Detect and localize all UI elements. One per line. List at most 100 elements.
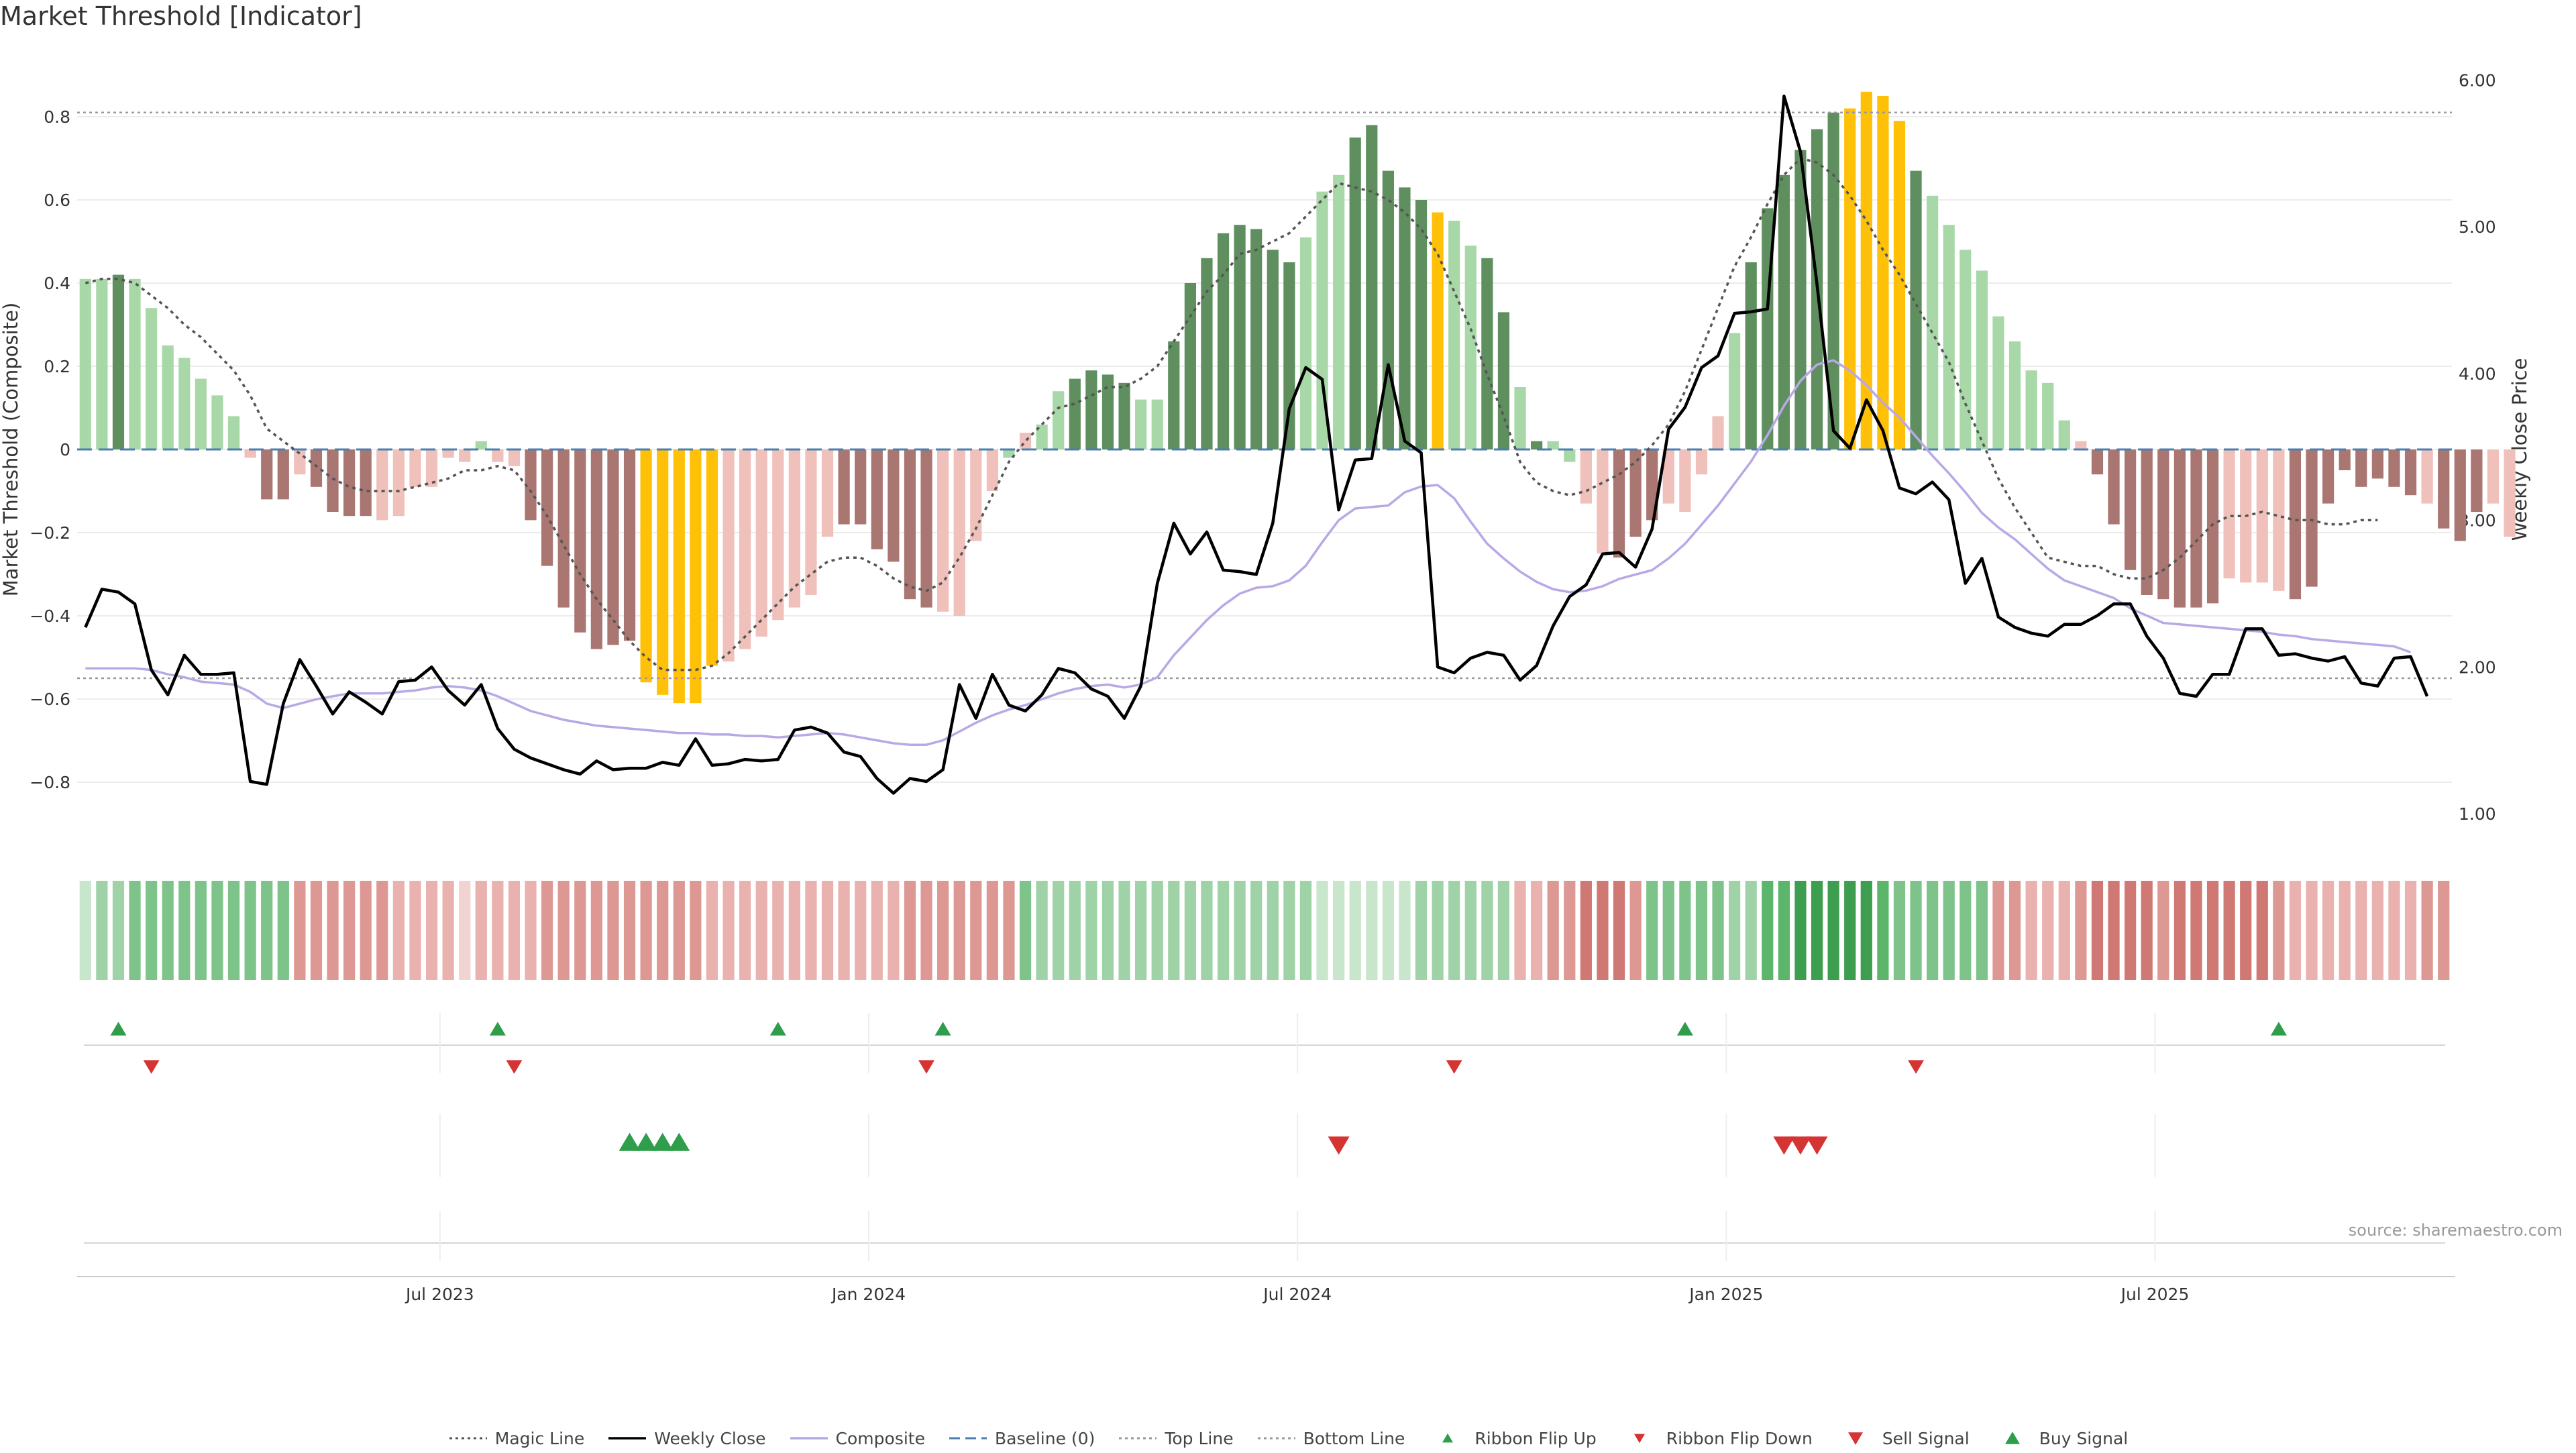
legend-swatch	[1119, 1437, 1157, 1440]
legend-item: Magic Line	[448, 1429, 584, 1448]
ribbon-cell	[2058, 881, 2070, 980]
ribbon-cell	[227, 881, 240, 980]
ribbon-cell	[541, 881, 553, 980]
ribbon-cell	[1448, 881, 1460, 980]
legend-swatch	[449, 1437, 487, 1440]
buy-signal-marker	[619, 1132, 641, 1151]
threshold-bar	[1085, 370, 1097, 449]
legend-label: Top Line	[1165, 1428, 1234, 1448]
ribbon-cell	[1860, 881, 1872, 980]
legend-item: Composite	[789, 1429, 925, 1448]
threshold-bar	[392, 449, 405, 517]
ribbon-cell	[2371, 881, 2383, 980]
threshold-bar	[2125, 449, 2137, 570]
threshold-bar	[590, 449, 602, 649]
threshold-bar	[1547, 441, 1559, 449]
magic-line	[85, 157, 2378, 671]
ribbon-cell	[244, 881, 256, 980]
ribbon-cell	[2289, 881, 2302, 980]
threshold-bar	[294, 449, 306, 475]
threshold-bar	[1976, 270, 1988, 449]
ribbon-cell	[343, 881, 356, 980]
threshold-bar	[838, 449, 850, 525]
threshold-bar	[2306, 449, 2318, 587]
ribbon-cell	[1135, 881, 1147, 980]
threshold-bar	[409, 449, 421, 487]
legend-item: Bottom Line	[1256, 1429, 1405, 1448]
ribbon-cell	[1316, 881, 1328, 980]
ribbon-cell	[1893, 881, 1906, 980]
legend-item: Weekly Close	[607, 1429, 766, 1448]
threshold-bar	[2058, 420, 2070, 449]
threshold-bar	[442, 449, 454, 458]
ribbon-cell	[574, 881, 586, 980]
ribbon-cell	[1118, 881, 1130, 980]
threshold-bar	[2371, 449, 2383, 479]
threshold-bar	[96, 278, 108, 449]
threshold-bar	[970, 449, 982, 541]
threshold-bar	[1448, 221, 1460, 449]
buy-signal-marker	[651, 1132, 674, 1151]
threshold-bar	[195, 378, 207, 449]
legend-swatch	[2004, 1432, 2020, 1444]
ribbon-flip-up-marker	[2270, 1022, 2287, 1036]
threshold-bar	[1679, 449, 1691, 512]
threshold-bar	[2355, 449, 2367, 487]
legend-label: Buy Signal	[2039, 1428, 2129, 1448]
legend-swatch	[608, 1437, 647, 1440]
threshold-bar	[1267, 250, 1279, 449]
ribbon-cell	[1745, 881, 1757, 980]
threshold-bar	[888, 449, 900, 562]
ribbon-cell	[1036, 881, 1048, 980]
threshold-bar	[1597, 449, 1609, 553]
ribbon-cell	[1102, 881, 1114, 980]
threshold-bar	[1217, 233, 1230, 449]
threshold-bar	[1910, 170, 1922, 449]
ribbon-cell	[722, 881, 735, 980]
threshold-bar	[640, 449, 652, 683]
threshold-bar	[2404, 449, 2417, 496]
ribbon-cell	[1960, 881, 1972, 980]
ribbon-cell	[112, 881, 125, 980]
threshold-bar	[1299, 237, 1312, 449]
threshold-bar	[1927, 195, 1939, 449]
ribbon-cell	[508, 881, 521, 980]
sell-signal-marker	[1328, 1136, 1350, 1155]
ribbon-cell	[1003, 881, 1015, 980]
threshold-bar	[788, 449, 800, 608]
ribbon-cell	[2339, 881, 2351, 980]
left-tick-label: 0.2	[44, 357, 70, 376]
ribbon-cell	[409, 881, 421, 980]
threshold-bar	[1514, 387, 1526, 449]
buy-signal-marker	[668, 1132, 690, 1151]
weekly-close-line	[84, 95, 2429, 795]
threshold-bar	[162, 345, 174, 449]
ribbon-cell	[920, 881, 932, 980]
ribbon-cell	[1564, 881, 1576, 980]
ribbon-cell	[2388, 881, 2400, 980]
threshold-bar	[146, 308, 158, 449]
legend-swatch	[1633, 1434, 1645, 1444]
threshold-bar	[1877, 96, 1889, 449]
ribbon-cell	[888, 881, 900, 980]
x-tick-label: Jul 2023	[405, 1285, 474, 1304]
ribbon-flip-up-marker	[769, 1022, 786, 1036]
threshold-bar	[1003, 449, 1015, 458]
ribbon-cell	[310, 881, 323, 980]
ribbon-cell	[1695, 881, 1708, 980]
sell-signal-marker	[1773, 1136, 1795, 1155]
threshold-bar	[459, 449, 471, 462]
ribbon-cell	[1547, 881, 1559, 980]
threshold-bar	[2322, 449, 2334, 504]
threshold-bar	[755, 449, 767, 637]
right-tick-label: 5.00	[2459, 217, 2496, 237]
ribbon-cell	[459, 881, 471, 980]
threshold-bar	[376, 449, 388, 521]
ribbon-cell	[986, 881, 998, 980]
ribbon-cell	[1085, 881, 1097, 980]
threshold-bar	[1960, 250, 1972, 449]
ribbon-cell	[146, 881, 158, 980]
threshold-bar	[937, 449, 949, 612]
threshold-bar	[2388, 449, 2400, 487]
ribbon-cell	[2091, 881, 2104, 980]
